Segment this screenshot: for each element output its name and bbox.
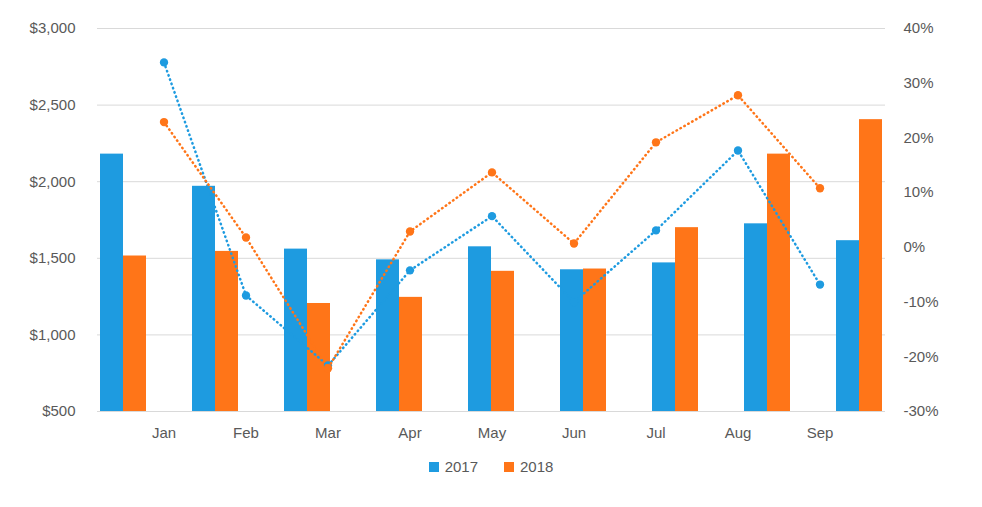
svg-text:$1,000: $1,000 <box>30 326 76 343</box>
svg-text:$2,500: $2,500 <box>30 96 76 113</box>
svg-text:Jan: Jan <box>152 424 176 441</box>
svg-text:Sep: Sep <box>807 424 834 441</box>
svg-text:40%: 40% <box>904 19 934 36</box>
svg-text:$500: $500 <box>42 402 75 419</box>
svg-text:$1,500: $1,500 <box>30 249 76 266</box>
svg-text:Aug: Aug <box>725 424 752 441</box>
svg-text:20%: 20% <box>904 129 934 146</box>
svg-text:Jul: Jul <box>646 424 665 441</box>
svg-text:-30%: -30% <box>904 402 939 419</box>
svg-text:10%: 10% <box>904 183 934 200</box>
svg-text:$3,000: $3,000 <box>30 19 76 36</box>
svg-text:Apr: Apr <box>398 424 421 441</box>
html-text:2017: 2017 <box>444 458 478 475</box>
svg-text:$2,000: $2,000 <box>30 173 76 190</box>
svg-text:-10%: -10% <box>904 293 939 310</box>
svg-text:30%: 30% <box>904 74 934 91</box>
svg-text:Jun: Jun <box>562 424 586 441</box>
html-text:2018: 2018 <box>520 458 554 475</box>
svg-text:Feb: Feb <box>233 424 259 441</box>
svg-text:Mar: Mar <box>315 424 341 441</box>
svg-text:May: May <box>478 424 507 441</box>
svg-text:0%: 0% <box>904 238 926 255</box>
svg-text:-20%: -20% <box>904 348 939 365</box>
